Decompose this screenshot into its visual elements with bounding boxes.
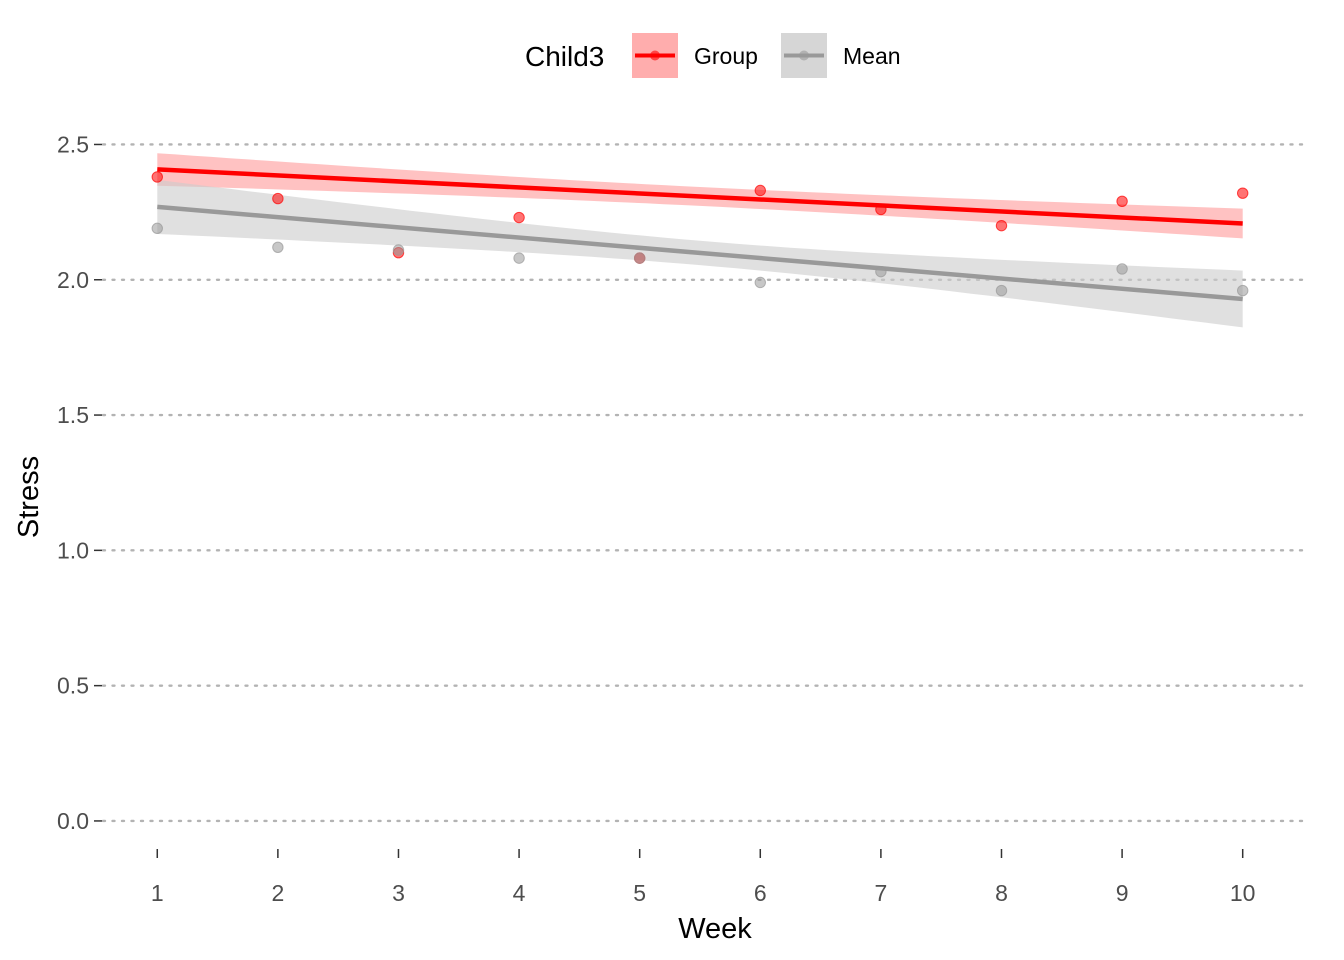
y-tick-label-0: 0.0 [57, 808, 89, 834]
y-tick-label-2: 1.0 [57, 537, 89, 563]
grid-lines [101, 143, 1305, 823]
legend-key-group-point [650, 50, 660, 61]
legend-item-mean: Mean [781, 33, 901, 78]
x-axis-title: Week [678, 913, 752, 945]
fit-line-mean [157, 204, 1243, 302]
point-group-2 [272, 192, 284, 205]
point-mean-8 [995, 284, 1008, 297]
legend: Child3 Group Mean [525, 33, 901, 78]
point-mean-10 [1236, 284, 1249, 297]
x-tick-label-6: 7 [874, 880, 887, 906]
point-mean-5 [633, 252, 646, 264]
x-tick-label-7: 8 [995, 880, 1008, 906]
legend-label-group: Group [694, 43, 758, 69]
x-axis: 1 2 3 4 5 6 7 8 9 10 [151, 849, 1256, 906]
legend-item-group: Group [632, 33, 758, 78]
legend-title: Child3 [525, 41, 604, 72]
y-axis-title: Stress [13, 456, 45, 538]
x-tick-label-3: 4 [513, 880, 526, 906]
y-tick-label-1: 0.5 [57, 673, 89, 699]
x-tick-label-0: 1 [151, 880, 164, 906]
x-tick-label-4: 5 [633, 880, 646, 906]
point-mean-4 [513, 252, 525, 264]
point-mean-9 [1116, 263, 1128, 275]
x-tick-label-2: 3 [392, 880, 405, 906]
y-tick-label-5: 2.5 [57, 131, 89, 157]
x-tick-label-8: 9 [1116, 880, 1129, 906]
fit-lines [157, 167, 1243, 302]
y-tick-label-4: 2.0 [57, 267, 89, 293]
point-group-8 [995, 219, 1008, 232]
point-group-7 [875, 203, 887, 216]
x-tick-label-1: 2 [271, 880, 284, 906]
point-mean-3 [392, 244, 405, 256]
point-group-6 [754, 184, 766, 197]
fit-line-group [157, 167, 1243, 226]
legend-key-mean-point [799, 50, 809, 61]
point-group-9 [1116, 195, 1128, 207]
x-tick-label-9: 10 [1230, 880, 1256, 906]
point-group-4 [513, 211, 525, 224]
y-axis: 0.0 0.5 1.0 1.5 2.0 2.5 [57, 131, 102, 834]
point-mean-7 [875, 265, 887, 278]
legend-label-mean: Mean [843, 43, 901, 69]
point-mean-6 [754, 276, 766, 289]
data-points [151, 171, 1249, 297]
y-tick-label-3: 1.5 [57, 402, 89, 428]
point-mean-1 [151, 222, 163, 235]
point-group-10 [1236, 187, 1249, 199]
point-mean-2 [272, 241, 284, 253]
point-group-1 [151, 171, 163, 183]
x-tick-label-5: 6 [754, 880, 767, 906]
